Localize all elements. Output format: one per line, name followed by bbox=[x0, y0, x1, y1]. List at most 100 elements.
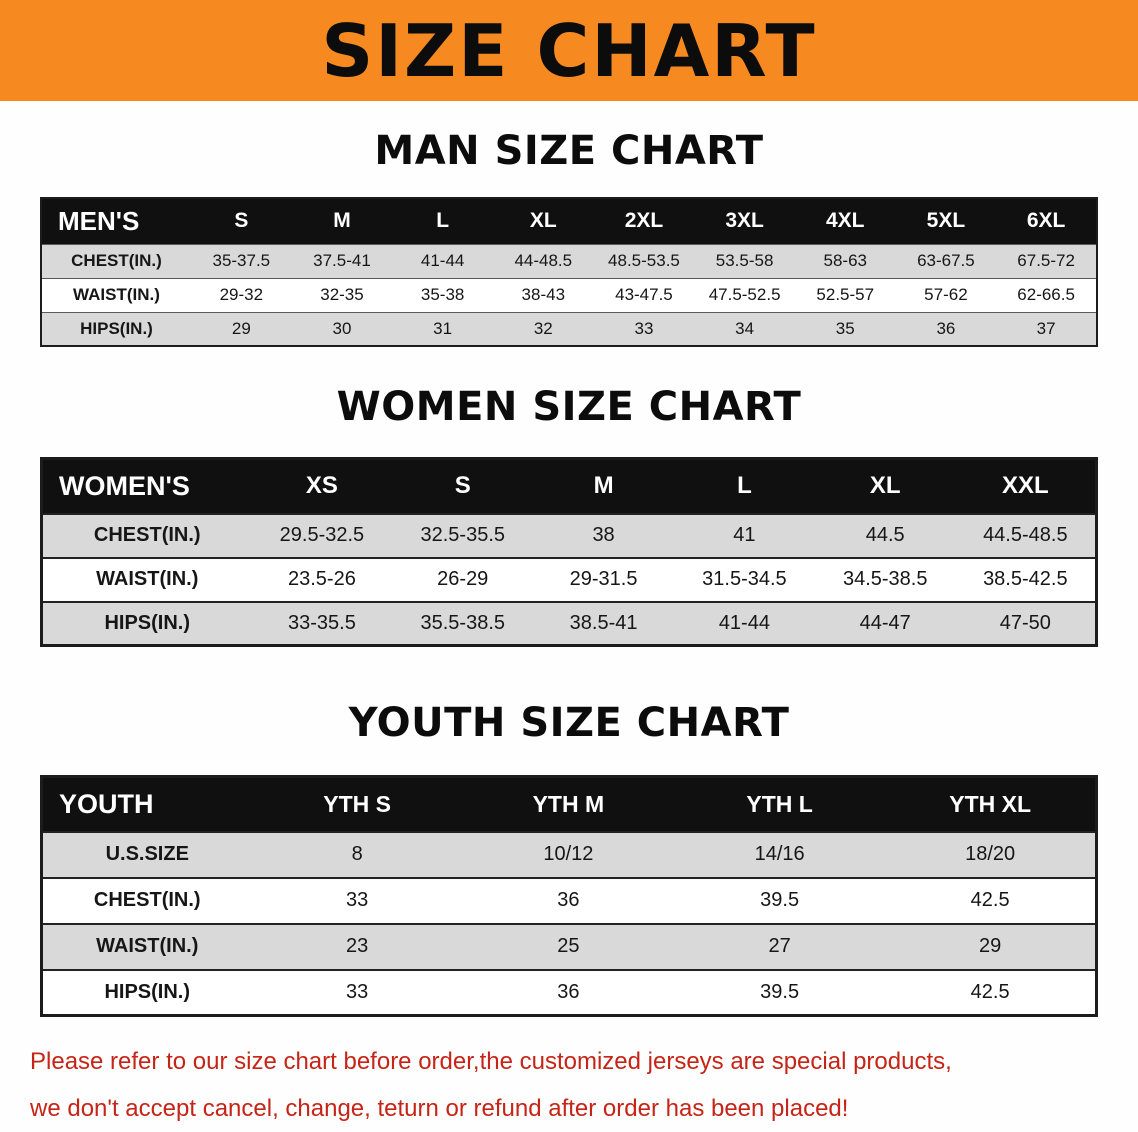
value-cell: 33 bbox=[251, 876, 463, 924]
value-cell: 43-47.5 bbox=[593, 277, 695, 312]
size-header-cell: 6XL bbox=[996, 198, 1097, 244]
value-cell: 41-44 bbox=[673, 600, 815, 646]
value-cell: 33 bbox=[251, 968, 463, 1016]
value-cell: 35-38 bbox=[392, 277, 493, 312]
value-cell: 48.5-53.5 bbox=[593, 243, 695, 278]
table-row: CHEST(IN.) 35-37.5 37.5-41 41-44 44-48.5 48.5… bbox=[41, 243, 1097, 278]
value-cell: 36 bbox=[462, 876, 674, 924]
size-header-cell: 5XL bbox=[895, 198, 997, 244]
value-cell: 44.5 bbox=[814, 512, 956, 558]
row-label: U.S.SIZE bbox=[41, 830, 252, 878]
size-header-cell: XL bbox=[492, 198, 594, 244]
value-cell: 39.5 bbox=[674, 876, 886, 924]
row-label: HIPS(IN.) bbox=[41, 968, 252, 1016]
value-cell: 23.5-26 bbox=[251, 556, 393, 602]
value-cell: 35 bbox=[794, 311, 896, 346]
banner-title: SIZE CHART bbox=[321, 8, 817, 93]
value-cell: 32-35 bbox=[291, 277, 393, 312]
mens-heading: MAN SIZE CHART bbox=[374, 128, 764, 174]
value-cell: 18/20 bbox=[885, 830, 1097, 878]
size-header-cell: M bbox=[533, 458, 674, 514]
size-header-cell: 3XL bbox=[694, 198, 795, 244]
value-cell: 53.5-58 bbox=[694, 243, 795, 278]
table-title-cell: MEN'S bbox=[41, 198, 191, 244]
size-header-cell: YTH M bbox=[462, 776, 674, 832]
value-cell: 63-67.5 bbox=[895, 243, 997, 278]
value-cell: 52.5-57 bbox=[794, 277, 896, 312]
value-cell: 31.5-34.5 bbox=[673, 556, 815, 602]
size-chart-banner: SIZE CHART bbox=[0, 0, 1138, 101]
table-row: WAIST(IN.) 23.5-26 26-29 29-31.5 31.5-34.5 34… bbox=[41, 556, 1097, 602]
value-cell: 29.5-32.5 bbox=[251, 512, 393, 558]
value-cell: 31 bbox=[392, 311, 493, 346]
mens-size-section: MAN SIZE CHART MEN'S S M L XL 2XL 3XL 4XL 5XL 6XL C… bbox=[0, 131, 1138, 347]
row-label: WAIST(IN.) bbox=[41, 922, 252, 970]
table-header-row: WOMEN'S XS S M L XL XXL bbox=[41, 458, 1097, 514]
value-cell: 23 bbox=[251, 922, 463, 970]
value-cell: 44.5-48.5 bbox=[955, 512, 1097, 558]
value-cell: 8 bbox=[251, 830, 463, 878]
value-cell: 62-66.5 bbox=[996, 277, 1097, 312]
table-header-row: MEN'S S M L XL 2XL 3XL 4XL 5XL 6XL bbox=[41, 198, 1097, 244]
mens-size-table: MEN'S S M L XL 2XL 3XL 4XL 5XL 6XL CHEST(IN.) 35-37… bbox=[40, 197, 1098, 347]
table-row: HIPS(IN.) 33-35.5 35.5-38.5 38.5-41 41-44 44-… bbox=[41, 600, 1097, 646]
value-cell: 33 bbox=[593, 311, 695, 346]
row-label: CHEST(IN.) bbox=[41, 512, 252, 558]
value-cell: 35.5-38.5 bbox=[392, 600, 534, 646]
row-label: HIPS(IN.) bbox=[41, 311, 191, 346]
table-row: WAIST(IN.) 23 25 27 29 bbox=[41, 922, 1097, 970]
value-cell: 38.5-41 bbox=[533, 600, 674, 646]
value-cell: 10/12 bbox=[462, 830, 674, 878]
value-cell: 26-29 bbox=[392, 556, 534, 602]
table-row: HIPS(IN.) 29 30 31 32 33 34 35 36 37 bbox=[41, 311, 1097, 346]
value-cell: 34 bbox=[694, 311, 795, 346]
value-cell: 47-50 bbox=[955, 600, 1097, 646]
size-header-cell: YTH S bbox=[251, 776, 463, 832]
row-label: WAIST(IN.) bbox=[41, 277, 191, 312]
value-cell: 14/16 bbox=[674, 830, 886, 878]
row-label: CHEST(IN.) bbox=[41, 876, 252, 924]
value-cell: 38.5-42.5 bbox=[955, 556, 1097, 602]
table-header-row: YOUTH YTH S YTH M YTH L YTH XL bbox=[41, 776, 1097, 832]
size-header-cell: L bbox=[392, 198, 493, 244]
row-label: CHEST(IN.) bbox=[41, 243, 191, 278]
size-header-cell: XXL bbox=[955, 458, 1097, 514]
value-cell: 29 bbox=[885, 922, 1097, 970]
value-cell: 41 bbox=[673, 512, 815, 558]
size-header-cell: YTH L bbox=[674, 776, 886, 832]
size-header-cell: M bbox=[291, 198, 393, 244]
size-header-cell: 4XL bbox=[794, 198, 896, 244]
value-cell: 36 bbox=[462, 968, 674, 1016]
value-cell: 67.5-72 bbox=[996, 243, 1097, 278]
value-cell: 47.5-52.5 bbox=[694, 277, 795, 312]
size-header-cell: S bbox=[191, 198, 292, 244]
youth-size-table: YOUTH YTH S YTH M YTH L YTH XL U.S.SIZE 8 10/12… bbox=[40, 775, 1098, 1017]
value-cell: 42.5 bbox=[885, 876, 1097, 924]
value-cell: 37.5-41 bbox=[291, 243, 393, 278]
size-header-cell: S bbox=[392, 458, 534, 514]
size-header-cell: XS bbox=[251, 458, 393, 514]
value-cell: 42.5 bbox=[885, 968, 1097, 1016]
table-row: U.S.SIZE 8 10/12 14/16 18/20 bbox=[41, 830, 1097, 878]
disclaimer: Please refer to our size chart before or… bbox=[30, 1045, 1138, 1125]
table-row: CHEST(IN.) 29.5-32.5 32.5-35.5 38 41 44.5 44.5… bbox=[41, 512, 1097, 558]
value-cell: 38-43 bbox=[492, 277, 594, 312]
table-row: CHEST(IN.) 33 36 39.5 42.5 bbox=[41, 876, 1097, 924]
value-cell: 27 bbox=[674, 922, 886, 970]
value-cell: 32.5-35.5 bbox=[392, 512, 534, 558]
disclaimer-line-1: Please refer to our size chart before or… bbox=[30, 1048, 952, 1075]
size-header-cell: XL bbox=[814, 458, 956, 514]
size-header-cell: L bbox=[673, 458, 815, 514]
value-cell: 57-62 bbox=[895, 277, 997, 312]
value-cell: 34.5-38.5 bbox=[814, 556, 956, 602]
table-title-cell: YOUTH bbox=[41, 776, 252, 832]
value-cell: 44-47 bbox=[814, 600, 956, 646]
value-cell: 38 bbox=[533, 512, 674, 558]
value-cell: 33-35.5 bbox=[251, 600, 393, 646]
size-chart-sections: MAN SIZE CHART MEN'S S M L XL 2XL 3XL 4XL 5XL 6XL C… bbox=[0, 131, 1138, 1017]
womens-heading: WOMEN SIZE CHART bbox=[336, 384, 802, 430]
value-cell: 39.5 bbox=[674, 968, 886, 1016]
youth-heading: YOUTH SIZE CHART bbox=[348, 700, 790, 746]
table-row: WAIST(IN.) 29-32 32-35 35-38 38-43 43-47.5 47.… bbox=[41, 277, 1097, 312]
value-cell: 41-44 bbox=[392, 243, 493, 278]
